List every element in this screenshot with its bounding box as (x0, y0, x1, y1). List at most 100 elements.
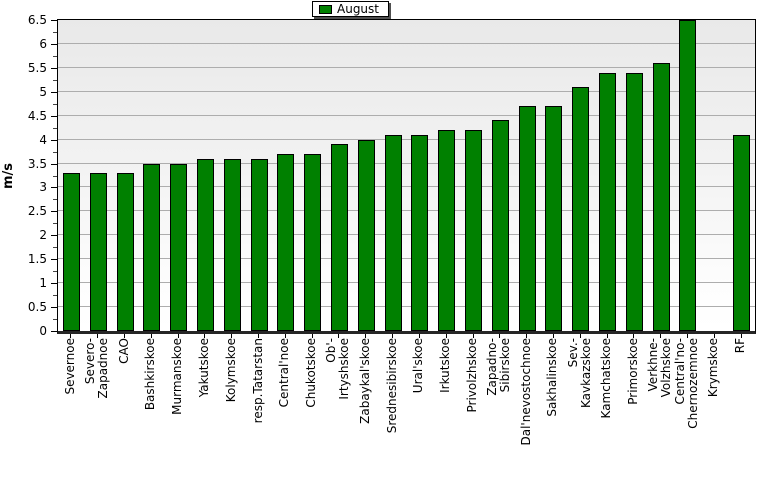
x-tick (633, 334, 634, 338)
x-category-label: Zabaykal'skoe (357, 338, 372, 424)
legend: August (312, 1, 389, 17)
y-tick-label: 3 (39, 180, 47, 195)
bar-verkhne-volzhskoe (652, 63, 670, 331)
x-category-label: resp.Tatarstan (250, 338, 265, 424)
y-tick-label: 0 (39, 324, 47, 338)
bar-rf (733, 135, 751, 331)
bar-irkutskoe (438, 130, 456, 331)
x-category-label: Kolymskoe (223, 338, 238, 403)
bar-primorskoe (625, 73, 643, 331)
x-category-label: CAO (116, 338, 131, 364)
y-tick-major (51, 235, 57, 236)
gridline (58, 66, 755, 68)
bar-dal'nevostochnoe (518, 106, 536, 331)
x-category-label: Privolzhskoe (465, 338, 480, 413)
x-tick (365, 334, 366, 338)
bar-murmanskoe (170, 164, 188, 331)
x-category-label: Severo- Zapadnoe (83, 338, 111, 399)
x-category-label: Ural'skoe (411, 338, 426, 394)
x-tick (70, 334, 71, 338)
y-tick-label: 1 (39, 276, 47, 291)
y-tick-minor (53, 176, 57, 177)
gridline (58, 258, 755, 260)
y-tick-minor (53, 223, 57, 224)
y-tick-label: 5 (39, 84, 47, 99)
y-tick-label: 6.5 (27, 13, 47, 27)
x-tick (741, 334, 742, 338)
y-tick-label: 2 (39, 228, 47, 243)
x-tick (553, 334, 554, 338)
y-tick-major (51, 259, 57, 260)
y-tick-minor (53, 319, 57, 320)
x-tick (258, 334, 259, 338)
y-tick-major (51, 211, 57, 212)
bar-ural'skoe (411, 135, 429, 331)
x-tick (392, 334, 393, 338)
x-tick (124, 334, 125, 338)
y-tick-minor (53, 152, 57, 153)
y-tick-label: 2.5 (27, 204, 47, 219)
y-tick-label: 6 (39, 36, 47, 51)
x-tick (338, 334, 339, 338)
y-tick-minor (53, 128, 57, 129)
x-category-label: Sakhalinskoe (545, 338, 560, 417)
bar-severnoe (62, 173, 80, 331)
gridline (58, 42, 755, 44)
y-tick-major (51, 140, 57, 141)
y-tick-label: 3.5 (27, 156, 47, 171)
bar-kamchatskoe (599, 73, 617, 331)
x-category-label: Yakutskoe (196, 338, 211, 398)
x-tick (687, 334, 688, 338)
x-category-label: RF (733, 338, 748, 354)
x-category-label: Kamchatskoe (599, 338, 614, 419)
gridline (58, 234, 755, 236)
bar-severo-zapadnoe (89, 173, 107, 331)
y-tick-major (51, 164, 57, 165)
y-tick-major (51, 20, 57, 21)
y-tick-label: 1.5 (27, 252, 47, 267)
x-category-label: Chukotskoe (304, 338, 319, 408)
x-category-label: Murmanskoe (170, 338, 185, 415)
y-tick-minor (53, 247, 57, 248)
x-tick (231, 334, 232, 338)
gridline (58, 282, 755, 284)
y-tick-major (51, 307, 57, 308)
gridline (58, 186, 755, 188)
y-tick-major (51, 44, 57, 45)
legend-series-label: August (337, 2, 379, 16)
bar-yakutskoe (196, 159, 214, 331)
y-tick-label: 4 (39, 132, 47, 147)
x-category-label: Central'no- Chernozemnoe (672, 338, 700, 429)
x-tick (607, 334, 608, 338)
x-tick (526, 334, 527, 338)
gridline (58, 306, 755, 308)
x-tick (204, 334, 205, 338)
y-tick-minor (53, 199, 57, 200)
bar-resp.tatarstan (250, 159, 268, 331)
bar-zapadno-sibirskoe (491, 120, 509, 331)
gridline (58, 210, 755, 212)
x-category-label: Bashkirskoe (143, 338, 158, 411)
y-tick-major (51, 68, 57, 69)
bar-srednesibirskoe (384, 135, 402, 331)
x-tick (660, 334, 661, 338)
plot-area (57, 19, 756, 334)
bar-central'noe (277, 154, 295, 331)
x-tick (580, 334, 581, 338)
x-category-label: Irkutskoe (438, 338, 453, 393)
y-tick-minor (53, 32, 57, 33)
bar-chukotskoe (304, 154, 322, 331)
y-tick-minor (53, 56, 57, 57)
x-tick (97, 334, 98, 338)
x-category-label: Primorskoe (625, 338, 640, 405)
x-category-label: Sev.- Kavkazskoe (565, 338, 593, 409)
x-tick (499, 334, 500, 338)
y-tick-major (51, 187, 57, 188)
bar-kolymskoe (223, 159, 241, 331)
x-tick (446, 334, 447, 338)
x-category-label: Verkhne- Volzhskoe (646, 338, 674, 398)
x-category-label: Zapadno- Sibirskoe (485, 338, 513, 396)
gridline (58, 90, 755, 92)
x-tick (151, 334, 152, 338)
